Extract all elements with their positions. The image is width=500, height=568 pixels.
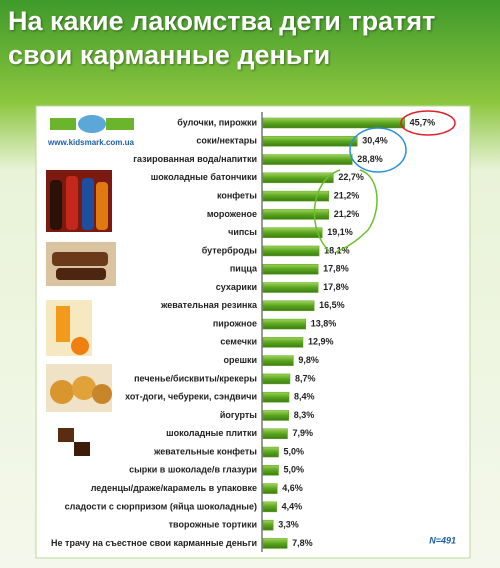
category-label: соки/нектары (196, 136, 257, 146)
value-label: 8,7% (295, 373, 316, 383)
bar (262, 391, 290, 403)
value-label: 17,8% (323, 264, 349, 274)
value-label: 4,6% (282, 483, 303, 493)
value-label: 13,8% (311, 318, 337, 328)
value-label: 8,3% (294, 410, 315, 420)
category-label: орешки (223, 355, 257, 365)
value-label: 4,4% (282, 501, 303, 511)
bar (262, 465, 279, 476)
bar (262, 355, 294, 366)
bar (262, 263, 319, 275)
bar (262, 428, 288, 440)
category-label: конфеты (217, 190, 257, 200)
value-label: 21,2% (334, 190, 360, 200)
bar (262, 501, 277, 513)
category-label: творожные тортики (169, 520, 257, 530)
value-label: 16,5% (319, 300, 345, 310)
value-label: 22,7% (338, 172, 364, 182)
website: www.kidsmark.com.ua (47, 138, 135, 147)
bar (262, 337, 304, 348)
category-label: сухарики (216, 282, 257, 292)
category-label: булочки, пирожки (177, 117, 257, 127)
bar (262, 245, 320, 257)
category-label: печенье/бисквиты/крекеры (134, 373, 257, 383)
bar (262, 373, 291, 385)
value-label: 45,7% (410, 117, 436, 127)
highlights (313, 110, 456, 253)
category-label: жевательная резинка (160, 300, 258, 310)
bar (262, 136, 358, 147)
bar (262, 282, 319, 293)
value-label: 12,9% (308, 337, 334, 347)
value-label: 18,1% (324, 245, 350, 255)
category-label: чипсы (228, 227, 257, 237)
bar (262, 172, 334, 184)
bar (262, 227, 323, 238)
category-label: мороженое (207, 209, 257, 219)
bar (262, 190, 329, 202)
category-label: бутерброды (202, 245, 258, 255)
value-label: 17,8% (323, 282, 349, 292)
bar (262, 410, 289, 421)
category-label: газированная вода/напитки (133, 154, 257, 164)
bar (262, 446, 279, 458)
logo (50, 115, 134, 133)
category-label: леденцы/драже/карамель в упаковке (91, 483, 257, 493)
category-label: семечки (220, 337, 257, 347)
value-label: 5,0% (284, 446, 305, 456)
value-label: 28,8% (357, 154, 383, 164)
bar (262, 538, 288, 549)
value-label: 5,0% (284, 465, 305, 475)
bar (262, 154, 353, 165)
bar (262, 300, 315, 312)
bar (262, 318, 307, 330)
value-label: 8,4% (294, 392, 315, 402)
category-label: сладости с сюрпризом (яйца шоколадные) (65, 501, 257, 511)
category-label: жевательные конфеты (153, 446, 257, 456)
bar (262, 209, 329, 220)
sample-note: N=491 (429, 535, 456, 545)
category-label: шоколадные плитки (166, 428, 257, 438)
value-label: 3,3% (278, 520, 299, 530)
value-label: 7,8% (292, 538, 313, 548)
category-label: сырки в шоколаде/в глазури (129, 465, 257, 475)
bar (262, 519, 274, 531)
value-label: 19,1% (327, 227, 353, 237)
value-label: 9,8% (298, 355, 319, 365)
category-label: шоколадные батончики (151, 172, 257, 182)
category-label: Не трачу на съестное свои карманные день… (51, 538, 257, 548)
value-label: 30,4% (362, 136, 388, 146)
category-label: пирожное (213, 318, 257, 328)
category-label: пицца (230, 264, 258, 274)
category-label: йогурты (220, 410, 257, 420)
value-label: 7,9% (292, 428, 313, 438)
bar (262, 117, 405, 129)
value-label: 21,2% (334, 209, 360, 219)
chart-title: На какие лакомства дети тратят свои карм… (8, 6, 436, 70)
food-images (46, 170, 116, 462)
category-label: хот-доги, чебуреки, сэндвичи (125, 392, 257, 402)
bar (262, 483, 278, 494)
